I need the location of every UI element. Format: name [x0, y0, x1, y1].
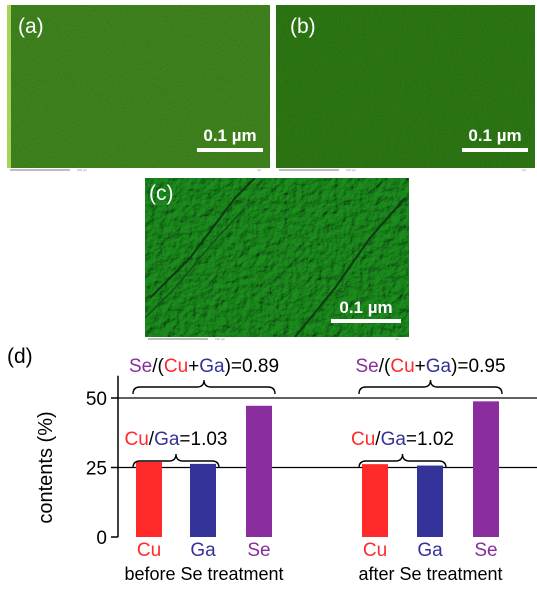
- footer-ruler-b: [279, 169, 339, 171]
- footer-ruler-a: [10, 169, 70, 171]
- scalebar-label-a: 0.1 µm: [203, 126, 257, 145]
- ratio-brace-se: [358, 379, 503, 395]
- surface-crack: [145, 207, 246, 319]
- scalebar-a: [197, 148, 263, 152]
- bar-ga: [190, 463, 216, 537]
- micrograph-texture-c: [145, 178, 409, 337]
- composition-bar-chart: (d) 0 25 50 contents (%) Cu Ga Se before Se trea…: [7, 345, 537, 584]
- bar-label-ga: Ga: [190, 540, 216, 561]
- group-caption: before Se treatment: [124, 564, 283, 584]
- y-tick-label: 25: [86, 459, 107, 480]
- micrograph-texture-a: [7, 5, 270, 168]
- panel-label-c: (c): [149, 182, 174, 205]
- ratio-label-cu-ga: Cu/Ga=1.03: [124, 429, 227, 450]
- bar-label-ga: Ga: [417, 540, 443, 561]
- micrograph-panel-c: (c) 0.1 µm: [145, 178, 409, 337]
- bar-label-se: Se: [247, 540, 270, 561]
- bar-label-cu: Cu: [137, 540, 161, 561]
- ratio-label-cu-ga: Cu/Ga=1.02: [351, 429, 454, 450]
- bar-se: [473, 401, 499, 537]
- surface-crack: [294, 197, 406, 337]
- bar-ga: [417, 465, 443, 537]
- footer-unit-b: nm: [522, 168, 527, 172]
- micrograph-panel-a: (a) 0.1 µm: [7, 5, 270, 168]
- y-axis-label: contents (%): [35, 411, 57, 523]
- footer-value-a: 100 µm: [77, 168, 88, 172]
- panel-label-b: (b): [290, 15, 316, 38]
- footer-ruler-c: [148, 338, 208, 340]
- y-tick-label: 0: [96, 528, 107, 549]
- scalebar-c: [331, 319, 401, 323]
- surface-crack: [149, 178, 256, 299]
- ratio-brace-se: [132, 379, 276, 395]
- micrograph-texture-b: [276, 5, 535, 168]
- footer-unit-c: nm: [395, 337, 400, 341]
- micrograph-panel-b: (b) 0.1 µm: [276, 5, 535, 168]
- ratio-brace-cu-ga: [358, 453, 447, 469]
- panel-footer-c: 100 µm nm: [145, 337, 409, 342]
- footer-value-b: 100 µm: [346, 168, 357, 172]
- bar-label-cu: Cu: [363, 540, 387, 561]
- scalebar-label-c: 0.1 µm: [339, 298, 393, 317]
- scalebar-label-b: 0.1 µm: [468, 126, 522, 145]
- footer-unit-a: nm: [257, 168, 262, 172]
- panel-label-a: (a): [18, 15, 44, 38]
- ratio-label-se: Se/(Cu+Ga)=0.95: [355, 356, 505, 377]
- ratio-label-se: Se/(Cu+Ga)=0.89: [129, 356, 279, 377]
- bar-se: [246, 405, 272, 537]
- ratio-brace-cu-ga: [132, 453, 220, 469]
- group-caption: after Se treatment: [358, 564, 502, 584]
- bar-cu: [136, 461, 162, 537]
- panel-label-d: (d): [7, 345, 33, 368]
- bar-label-se: Se: [474, 540, 497, 561]
- panel-footer-b: 100 µm nm: [276, 168, 535, 173]
- y-tick-label: 50: [86, 389, 107, 410]
- scalebar-b: [462, 148, 528, 152]
- panel-footer-a: 100 µm nm: [7, 168, 270, 173]
- bar-cu: [362, 464, 388, 537]
- footer-value-c: 100 µm: [215, 337, 226, 341]
